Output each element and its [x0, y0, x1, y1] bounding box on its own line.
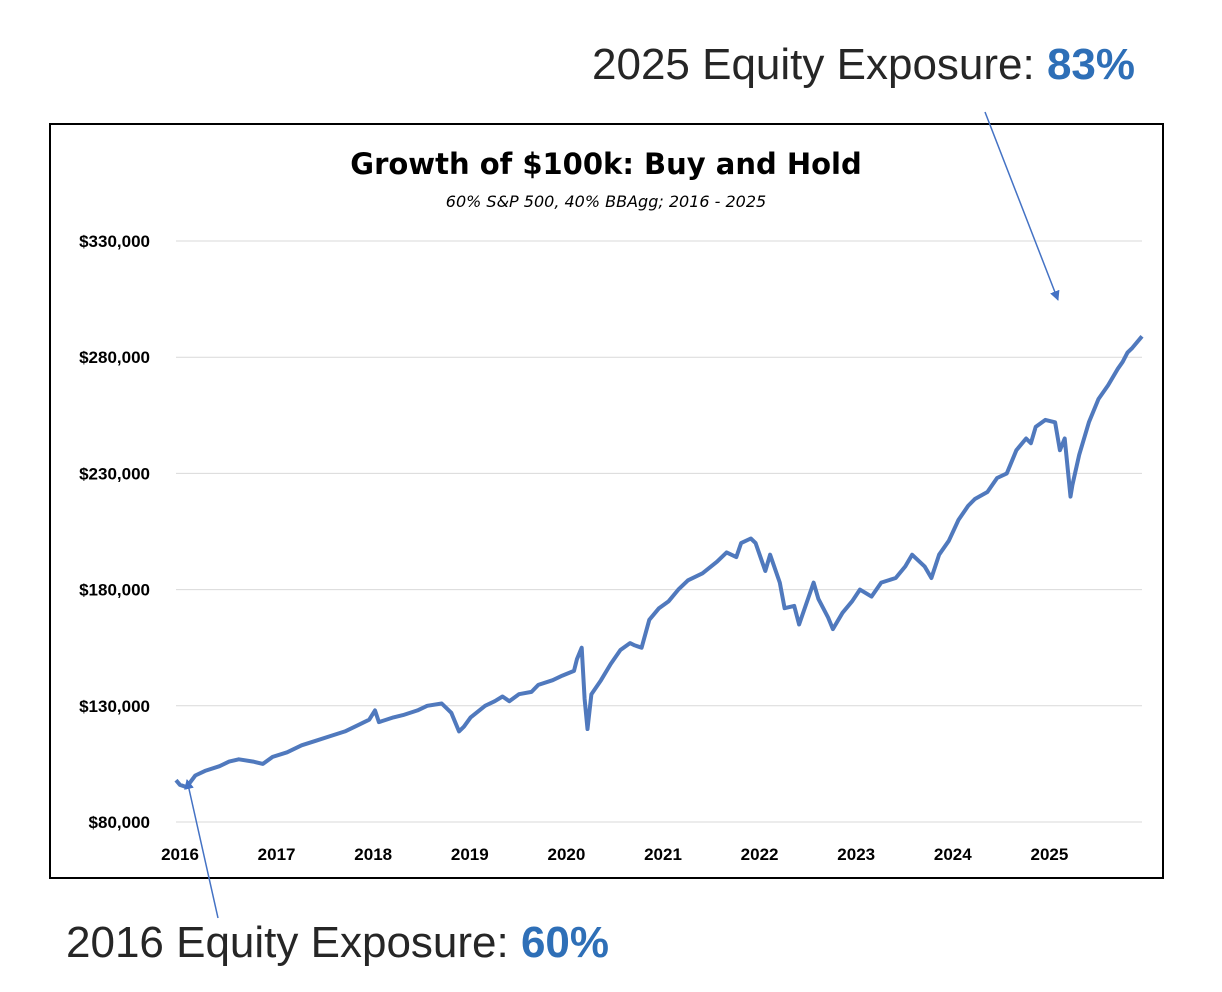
chart-subtitle: 60% S&P 500, 40% BBAgg; 2016 - 2025 — [446, 192, 766, 211]
equity-exposure-2016-label: 2016 Equity Exposure: — [66, 918, 521, 967]
equity-exposure-2016-callout: 2016 Equity Exposure: 60% — [66, 918, 609, 968]
y-tick-label: $180,000 — [79, 581, 150, 600]
y-tick-label: $80,000 — [89, 813, 150, 832]
y-tick-label: $230,000 — [79, 464, 150, 483]
x-tick-label: 2017 — [258, 845, 296, 864]
equity-exposure-2025-callout: 2025 Equity Exposure: 83% — [592, 40, 1135, 90]
axis-ticks: $80,000 $130,000 $180,000 $230,000 $280,000 $… — [79, 232, 1068, 864]
equity-exposure-2016-value: 60% — [520, 918, 610, 967]
arrow-2016 — [184, 779, 219, 919]
grid-lines — [176, 240, 1142, 823]
series-line — [174, 335, 1144, 790]
y-tick-label: $330,000 — [79, 232, 150, 251]
equity-exposure-2025-value: 83% — [1046, 40, 1136, 89]
y-tick-label: $280,000 — [79, 348, 150, 367]
x-tick-label: 2023 — [837, 845, 875, 864]
equity-exposure-2025-label: 2025 Equity Exposure: — [592, 40, 1047, 89]
x-tick-label: 2020 — [547, 845, 585, 864]
chart-title: Growth of $100k: Buy and Hold — [350, 147, 861, 181]
x-tick-label: 2019 — [451, 845, 489, 864]
chart-frame — [49, 123, 1164, 879]
x-tick-label: 2022 — [741, 845, 779, 864]
x-tick-label: 2021 — [644, 845, 682, 864]
x-tick-label: 2024 — [934, 845, 972, 864]
arrow-2025 — [984, 111, 1060, 301]
x-tick-label: 2025 — [1030, 845, 1068, 864]
x-tick-label: 2018 — [354, 845, 392, 864]
x-tick-label: 2016 — [161, 845, 199, 864]
y-tick-label: $130,000 — [79, 697, 150, 716]
